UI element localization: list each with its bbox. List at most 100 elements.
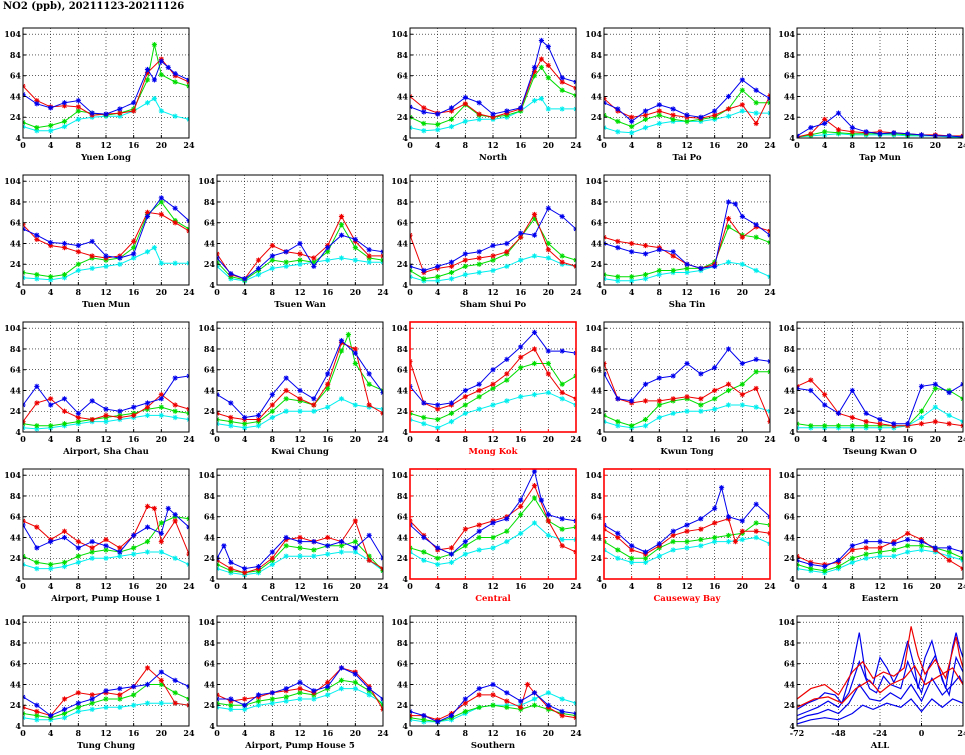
data-point-blue — [338, 539, 345, 545]
x-tick-label: 12 — [487, 287, 498, 297]
data-point-cyan — [158, 549, 164, 555]
data-point-cyan — [656, 272, 662, 278]
data-point-cyan — [476, 269, 482, 276]
data-point-blue — [117, 686, 123, 692]
series-blue — [217, 338, 383, 421]
data-point-green — [863, 423, 869, 429]
x-tick-label: 0 — [214, 581, 220, 591]
x-tick-label: 12 — [487, 728, 498, 738]
y-tick-label: 104 — [4, 323, 21, 333]
data-point-blue — [712, 263, 718, 269]
data-point-blue — [435, 111, 441, 117]
x-tick-label: 4 — [629, 287, 635, 297]
y-tick-label: 24 — [397, 406, 409, 416]
y-tick-label: 24 — [397, 553, 409, 563]
data-point-cyan — [366, 692, 372, 698]
x-tick-label: 16 — [709, 140, 721, 150]
data-point-blue — [877, 416, 883, 423]
data-point-blue — [504, 690, 510, 696]
y-tick-label: 64 — [591, 512, 603, 522]
data-point-cyan — [103, 263, 109, 269]
data-point-cyan — [283, 553, 289, 559]
data-point-green — [476, 394, 482, 400]
data-point-cyan — [338, 686, 345, 692]
data-point-blue — [462, 251, 468, 257]
x-tick-label: 24 — [957, 581, 965, 591]
data-point-green — [75, 261, 81, 267]
x-tick-label: 0 — [214, 287, 220, 297]
data-point-cyan — [103, 419, 109, 425]
x-tick-label: 12 — [681, 287, 692, 297]
y-tick-label: 44 — [397, 385, 409, 395]
data-point-cyan — [753, 534, 759, 541]
x-tick-label: 12 — [874, 581, 885, 591]
series-cyan — [23, 549, 189, 572]
data-point-cyan — [559, 396, 565, 402]
data-point-blue — [946, 133, 952, 138]
data-point-green — [448, 269, 455, 276]
series-blue — [604, 77, 770, 124]
y-tick-label: 104 — [4, 617, 21, 627]
data-point-blue — [905, 536, 911, 543]
y-tick-label: 4 — [596, 574, 602, 584]
data-point-blue — [629, 118, 635, 124]
data-point-blue — [476, 381, 482, 387]
y-tick-label: 24 — [591, 112, 603, 122]
series-line-blue — [797, 698, 963, 725]
data-point-green — [172, 79, 178, 85]
data-point-blue — [518, 698, 524, 704]
station-label: Tai Po — [672, 153, 701, 163]
data-point-red — [117, 414, 123, 421]
data-point-cyan — [545, 532, 551, 539]
data-point-red — [476, 692, 482, 698]
data-point-red — [48, 396, 54, 402]
station-label: Kwai Chung — [271, 447, 329, 457]
data-point-blue — [642, 251, 649, 257]
data-point-blue — [283, 249, 289, 255]
data-point-green — [75, 419, 81, 425]
data-point-cyan — [75, 708, 81, 715]
y-tick-label: 4 — [15, 721, 21, 731]
series-red — [410, 681, 576, 723]
data-point-blue — [61, 240, 68, 247]
data-point-green — [338, 348, 345, 354]
data-point-green — [559, 253, 565, 259]
data-point-green — [158, 72, 164, 78]
data-point-red — [642, 112, 649, 118]
x-tick-label: 0 — [20, 728, 26, 738]
y-tick-label: 104 — [4, 176, 21, 186]
data-point-red — [531, 483, 538, 489]
x-tick-label: 8 — [463, 581, 469, 591]
series-blue — [217, 532, 383, 572]
y-tick-label: 64 — [397, 218, 409, 228]
data-point-red — [739, 234, 745, 240]
data-point-blue — [615, 530, 621, 536]
data-point-red — [89, 692, 95, 698]
y-tick-label: 4 — [15, 574, 21, 584]
data-point-green — [918, 543, 925, 549]
x-tick-label: 20 — [737, 434, 749, 444]
y-tick-label: 4 — [402, 721, 408, 731]
data-point-green — [698, 402, 704, 408]
data-point-cyan — [89, 706, 95, 712]
data-point-cyan — [352, 686, 358, 692]
data-point-red — [698, 526, 704, 532]
x-tick-label: 16 — [902, 434, 914, 444]
data-point-red — [905, 530, 911, 536]
data-point-cyan — [739, 261, 745, 267]
data-point-blue — [117, 255, 123, 261]
data-point-red — [808, 131, 814, 137]
series-red — [797, 664, 963, 708]
data-point-green — [891, 547, 897, 553]
data-point-cyan — [725, 259, 732, 265]
x-tick-label: 20 — [930, 581, 942, 591]
data-point-green — [421, 549, 427, 555]
data-point-blue — [172, 677, 178, 683]
data-point-red — [504, 371, 510, 377]
data-point-blue — [684, 360, 690, 367]
x-tick-label: 24 — [764, 581, 776, 591]
data-point-green — [538, 64, 545, 71]
